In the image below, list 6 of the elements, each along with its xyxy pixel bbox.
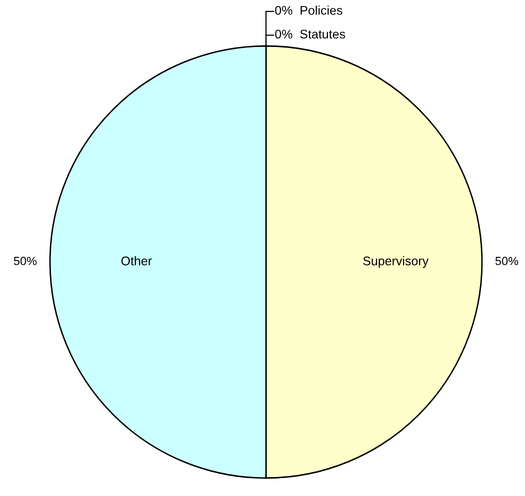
data-label: 50% [14, 256, 37, 266]
legend-label: 0% Statutes [275, 30, 346, 39]
slice-label: Other [121, 256, 152, 266]
slice-label: Supervisory [363, 256, 429, 268]
data-label: 50% [495, 256, 518, 266]
legend-label: 0% Policies [275, 6, 342, 15]
